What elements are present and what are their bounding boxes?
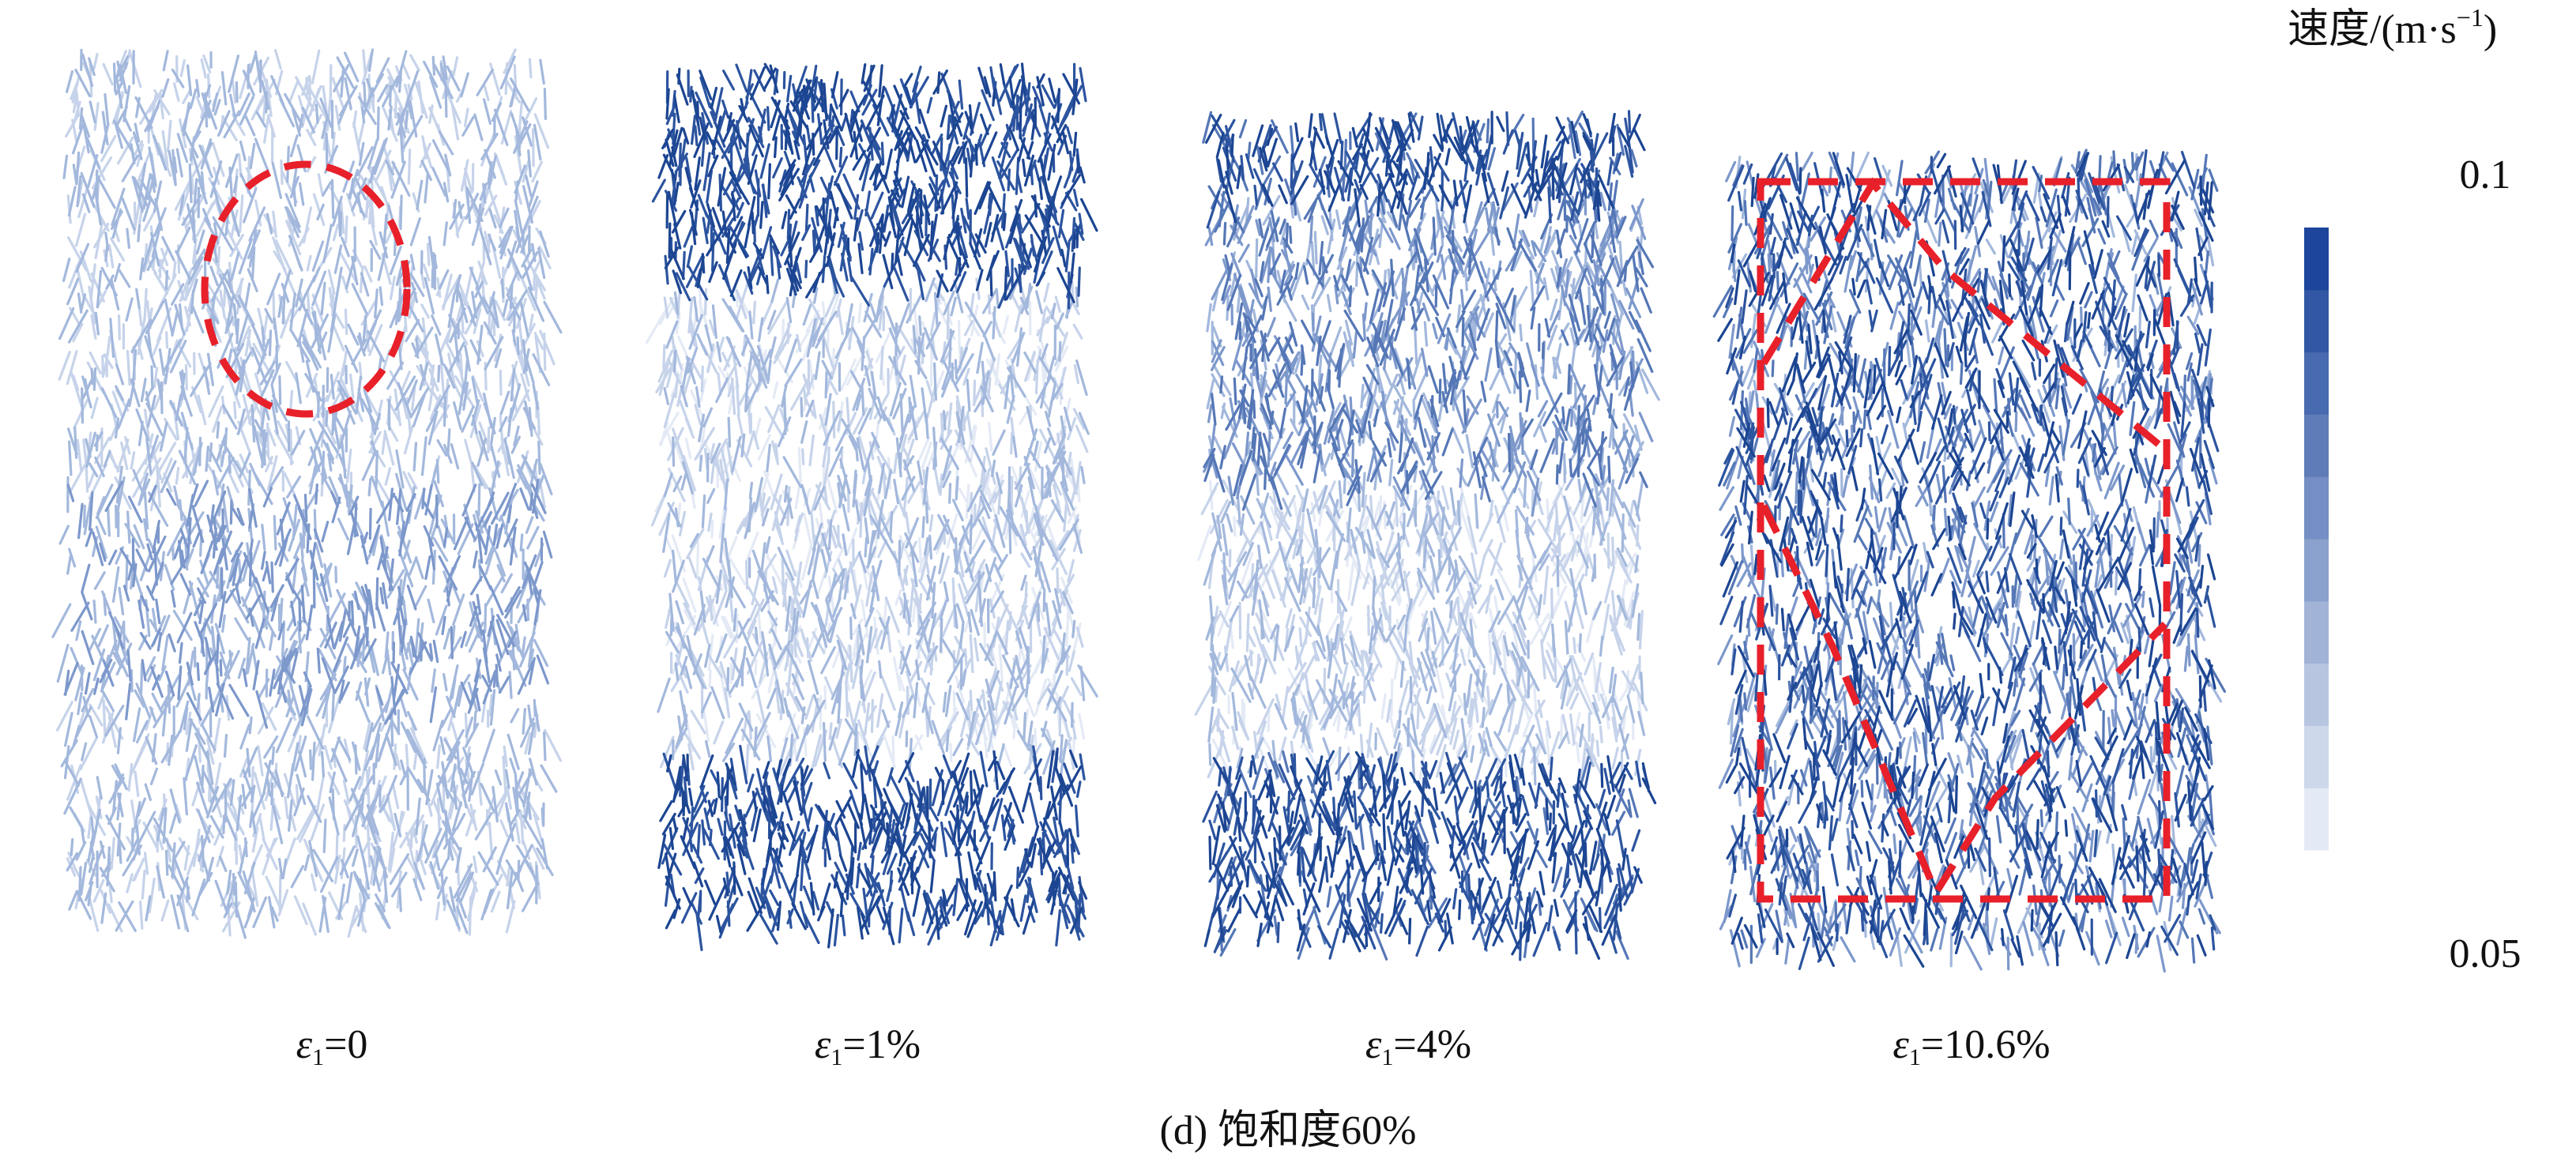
colorbar-tick-label: 0.05 xyxy=(2450,931,2521,976)
velocity-arrows xyxy=(63,479,553,729)
caption: (d) 饱和度60% xyxy=(1160,1108,1417,1153)
colorbar-band xyxy=(2304,228,2329,291)
panel-symbol: ε xyxy=(1892,1022,1909,1067)
panel-symbol: ε xyxy=(1365,1022,1382,1067)
panel-value: =0 xyxy=(324,1022,367,1067)
highlight-region xyxy=(1760,504,2168,901)
panel-symbol: ε xyxy=(296,1022,313,1067)
colorbar-band xyxy=(2304,289,2329,353)
colorbar-tick-label: 0.1 xyxy=(2460,152,2511,197)
highlight-rect xyxy=(1757,178,2171,903)
panel-label: ε1=4% xyxy=(1365,1022,1471,1070)
colorbar-band xyxy=(2304,476,2329,540)
colorbar-title-end: ) xyxy=(2484,7,2497,52)
colorbar: 0.05 0.1 xyxy=(2304,152,2521,976)
colorbar-title-text: 速度/(m·s xyxy=(2288,7,2457,52)
panel-value: =1% xyxy=(842,1022,921,1067)
colorbar-band xyxy=(2304,725,2329,788)
panel-label: ε1=0 xyxy=(296,1022,368,1070)
colorbar-band xyxy=(2304,663,2329,726)
panel-subscript: 1 xyxy=(1909,1044,1921,1070)
panel-symbol: ε xyxy=(815,1022,831,1067)
colorbar-band xyxy=(2304,352,2329,415)
colorbar-title-sup: −1 xyxy=(2457,3,2484,32)
panel-subscript: 1 xyxy=(830,1044,842,1070)
colorbar-band xyxy=(2304,414,2329,477)
panel-subscript: 1 xyxy=(312,1044,324,1070)
colorbar-band xyxy=(2304,600,2329,664)
panel-subscript: 1 xyxy=(1381,1044,1393,1070)
highlight-region xyxy=(1761,177,2164,449)
panel-value: =4% xyxy=(1393,1022,1471,1067)
velocity-arrows xyxy=(1717,152,2216,968)
panel-value: =10.6% xyxy=(1921,1022,2051,1067)
colorbar-band xyxy=(2304,788,2329,851)
velocity-arrows xyxy=(657,62,1098,949)
velocity-arrows xyxy=(1203,111,1657,960)
vector-fields xyxy=(51,48,2226,973)
highlight-circle xyxy=(201,160,411,418)
velocity-arrows xyxy=(657,276,1098,783)
panel-label: ε1=1% xyxy=(815,1022,921,1070)
colorbar-title: 速度/(m·s−1) xyxy=(2288,3,2497,52)
colorbar-band xyxy=(2304,539,2329,602)
velocity-arrows xyxy=(51,48,563,939)
panel-label: ε1=10.6% xyxy=(1892,1022,2050,1070)
